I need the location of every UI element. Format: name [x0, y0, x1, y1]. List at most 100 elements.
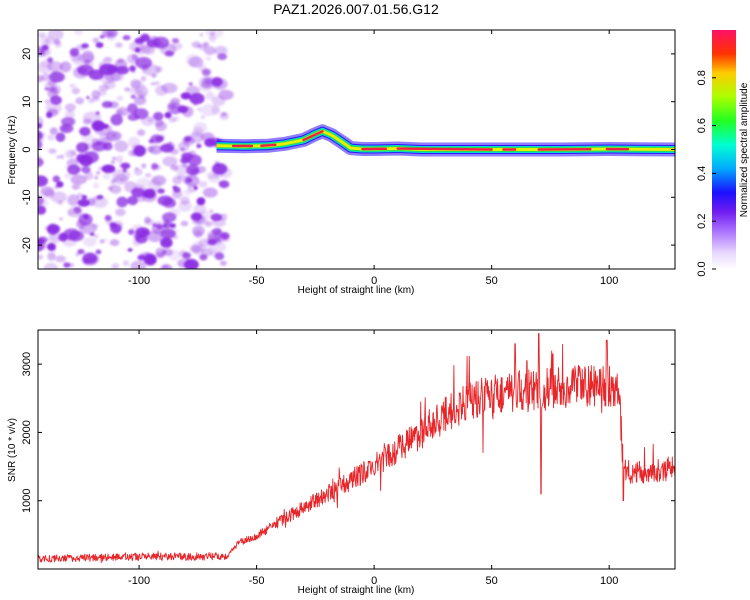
snr-x-axis-title: Height of straight line (km): [298, 585, 415, 596]
noise-blob: [83, 237, 97, 247]
noise-blob: [199, 44, 207, 51]
figure-title: PAZ1.2026.007.01.56.G12: [273, 1, 439, 17]
snr-x-tick-label: 50: [486, 575, 498, 587]
noise-blob: [115, 42, 123, 48]
noise-blob: [51, 247, 57, 252]
noise-blob: [208, 173, 220, 183]
noise-blob: [188, 82, 193, 86]
noise-blob: [181, 153, 193, 163]
noise-blob: [66, 158, 79, 167]
noise-blob: [218, 180, 230, 189]
colorbar-gradient: [712, 30, 736, 269]
colorbar-tick-label: 0.4: [696, 166, 708, 181]
snr-y-tick-label: 3000: [21, 352, 33, 376]
noise-blob: [40, 186, 55, 197]
noise-blob: [48, 71, 65, 83]
noise-blob: [219, 167, 233, 178]
snr-y-tick-label: 2000: [21, 420, 33, 444]
noise-blob: [181, 164, 188, 168]
noise-blob: [164, 142, 176, 150]
noise-blob: [182, 106, 194, 118]
noise-blob: [135, 56, 153, 69]
colorbar: 0.0 0.2 0.4 0.6 0.8 Normalized spectral ampl…: [696, 30, 750, 277]
noise-blob: [129, 41, 145, 53]
noise-blob: [186, 178, 193, 183]
noise-blob: [102, 173, 111, 180]
noise-blob: [88, 98, 95, 104]
noise-blob: [162, 265, 168, 269]
snr-x-tick-label: 100: [600, 575, 618, 587]
noise-blob: [114, 58, 128, 71]
noise-blob: [59, 154, 65, 159]
noise-blob: [189, 92, 205, 105]
noise-blob: [146, 230, 163, 243]
noise-blob: [196, 143, 202, 149]
ridge-peak: [302, 130, 324, 142]
noise-blob: [197, 107, 201, 112]
noise-blob: [202, 187, 218, 198]
noise-blob: [44, 82, 52, 89]
noise-blob: [95, 249, 102, 255]
noise-blob: [124, 181, 138, 193]
noise-blob: [56, 181, 64, 188]
noise-blob: [70, 174, 87, 185]
noise-blob: [204, 46, 216, 56]
noise-blob: [211, 228, 222, 235]
snr-y-axis-title: SNR (10 * v/v): [7, 418, 18, 482]
noise-blob: [82, 118, 92, 125]
noise-blob: [204, 68, 210, 73]
colorbar-ticks: 0.0 0.2 0.4 0.6 0.8: [696, 70, 716, 277]
noise-blob: [148, 145, 163, 155]
noise-blob: [107, 186, 113, 191]
noise-blob: [201, 247, 213, 257]
ridge-peak: [396, 147, 493, 151]
noise-blob: [69, 83, 76, 88]
colorbar-tick-label: 0.6: [696, 118, 708, 133]
noise-blob: [214, 252, 225, 260]
noise-blob: [159, 134, 165, 139]
noise-blob: [38, 254, 44, 260]
noise-blob: [217, 53, 228, 61]
noise-blob: [153, 36, 170, 49]
noise-blob: [154, 81, 160, 86]
noise-blob: [116, 107, 130, 117]
snr-frame: [37, 329, 676, 570]
noise-blob: [61, 125, 70, 131]
colorbar-title: Normalized spectral amplitude: [739, 82, 750, 217]
spectrogram-x-tick-label: -50: [249, 275, 265, 287]
noise-blob: [211, 105, 221, 115]
noise-blob: [41, 73, 51, 82]
noise-blob: [67, 164, 81, 175]
noise-blob: [56, 155, 61, 159]
noise-blob: [79, 126, 91, 137]
noise-blob: [91, 89, 101, 99]
noise-blob: [43, 262, 59, 269]
spectrogram-y-tick-label: 10: [21, 96, 33, 108]
noise-blob: [71, 87, 81, 95]
noise-blob: [64, 110, 75, 120]
noise-blob: [77, 198, 90, 207]
colorbar-tick-label: 0.0: [696, 261, 708, 276]
noise-blob: [187, 183, 198, 193]
noise-blob: [198, 180, 208, 188]
noise-blob: [164, 112, 172, 119]
noise-blob: [48, 231, 62, 243]
noise-blob: [180, 196, 190, 205]
noise-blob: [38, 122, 43, 129]
noise-blob: [38, 32, 46, 38]
noise-blob: [127, 136, 140, 148]
noise-blob: [92, 195, 101, 202]
noise-blob: [190, 172, 198, 179]
spectrogram-ridge: [216, 124, 675, 157]
noise-blob: [198, 210, 211, 219]
snr-x-tick-label: -50: [249, 575, 265, 587]
noise-blob: [199, 33, 203, 37]
noise-blob: [75, 252, 81, 257]
noise-blob: [214, 163, 221, 169]
noise-blob: [47, 108, 59, 117]
noise-blob: [153, 112, 164, 121]
noise-blob: [38, 133, 44, 145]
noise-blob: [193, 101, 198, 106]
